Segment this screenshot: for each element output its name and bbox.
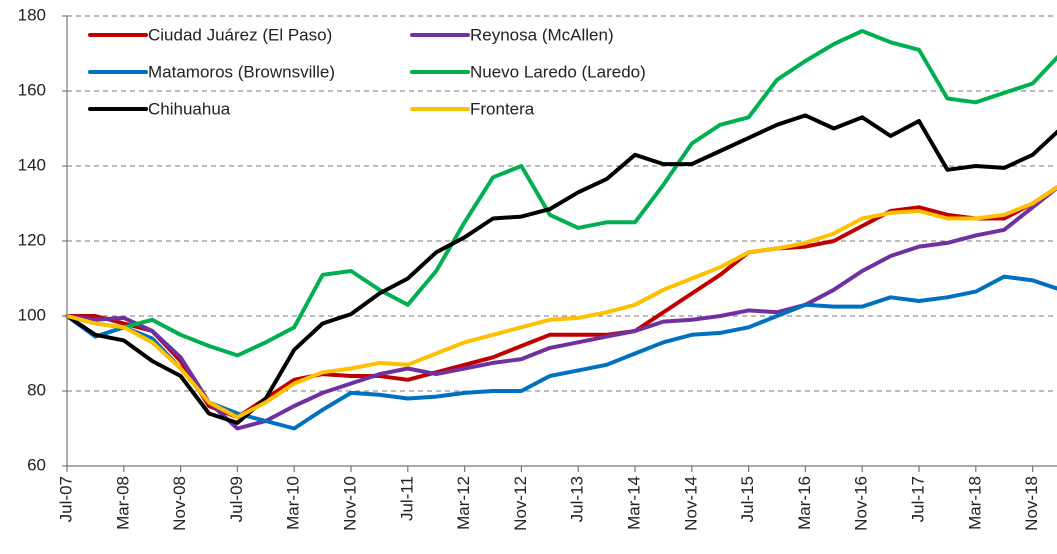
x-tick-label: Mar-16 bbox=[795, 476, 814, 530]
y-tick-label: 60 bbox=[27, 455, 46, 474]
series-line bbox=[65, 29, 1057, 358]
series-line bbox=[65, 274, 1057, 431]
x-tick-label: Jul-17 bbox=[908, 476, 927, 522]
x-tick-label: Mar-12 bbox=[454, 476, 473, 530]
x-tick-label: Jul-11 bbox=[397, 476, 416, 521]
y-tick-label: 80 bbox=[27, 380, 46, 399]
axes: 60 80 100 120 140 160 180 Jul-07 Mar-08 Nov-08 Jul… bbox=[18, 5, 1057, 531]
x-tick-label: Nov-14 bbox=[681, 476, 700, 531]
legend-label: Ciudad Juárez (El Paso) bbox=[148, 25, 332, 44]
series-line bbox=[65, 185, 1057, 420]
y-tick-label: 180 bbox=[18, 5, 46, 24]
x-tick-label: Mar-10 bbox=[284, 476, 303, 530]
y-tick-label: 160 bbox=[18, 80, 46, 99]
series-line bbox=[65, 185, 1057, 431]
y-tick-label: 100 bbox=[18, 305, 46, 324]
plot-area bbox=[65, 29, 1057, 431]
legend: Ciudad Juárez (El Paso) Reynosa (McAllen)… bbox=[88, 25, 646, 118]
x-tick-label: Mar-08 bbox=[113, 476, 132, 530]
x-tick-label: Nov-08 bbox=[170, 476, 189, 531]
x-tick-label: Nov-10 bbox=[340, 476, 359, 531]
legend-label: Chihuahua bbox=[148, 99, 231, 118]
x-tick-label: Mar-14 bbox=[624, 476, 643, 530]
x-tick-label: Jul-09 bbox=[227, 476, 246, 522]
x-tick-label: Jul-13 bbox=[568, 476, 587, 522]
series-line bbox=[65, 113, 1057, 425]
x-tick-label: Nov-16 bbox=[852, 476, 871, 531]
y-tick-label: 120 bbox=[18, 230, 46, 249]
legend-label: Matamoros (Brownsville) bbox=[148, 62, 335, 81]
x-tick-label: Nov-18 bbox=[1022, 476, 1041, 531]
legend-label: Reynosa (McAllen) bbox=[470, 25, 614, 44]
legend-label: Frontera bbox=[470, 99, 535, 118]
grid bbox=[67, 15, 1057, 392]
x-tick-label: Mar-18 bbox=[965, 476, 984, 530]
x-tick-label: Jul-07 bbox=[56, 476, 75, 522]
x-tick-label: Nov-12 bbox=[511, 476, 530, 531]
legend-label: Nuevo Laredo (Laredo) bbox=[470, 62, 646, 81]
y-tick-label: 140 bbox=[18, 155, 46, 174]
x-tick-label: Jul-15 bbox=[738, 476, 757, 522]
